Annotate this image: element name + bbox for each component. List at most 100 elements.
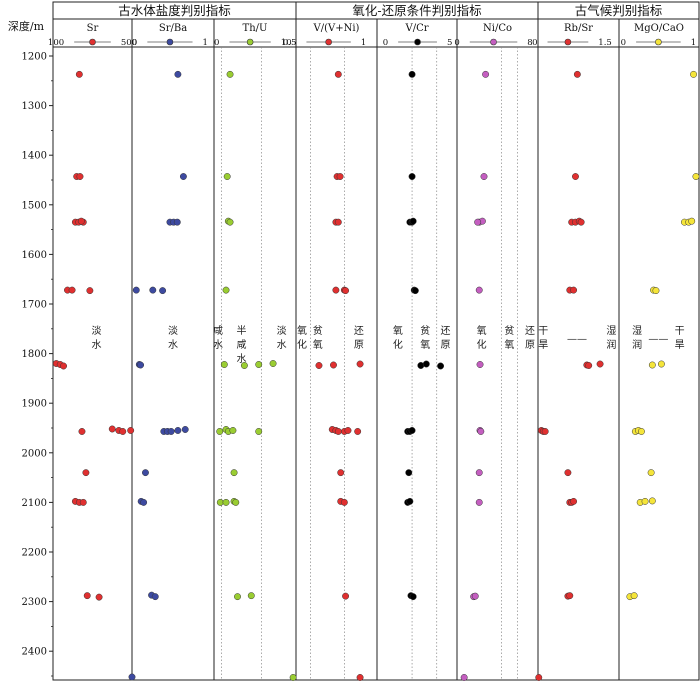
- zone-label-line: 化: [393, 338, 403, 351]
- zone-label: ——: [648, 334, 668, 345]
- data-point: [336, 173, 344, 180]
- data-point: [220, 361, 228, 368]
- zone-label-line: 还: [525, 325, 535, 337]
- zone-label-line: 水: [213, 339, 223, 351]
- zone-label-line: 水: [277, 339, 287, 351]
- data-point: [641, 497, 649, 505]
- column-title: V/Cr: [404, 23, 428, 34]
- data-point: [255, 428, 263, 435]
- zone-label-line: 原: [354, 339, 364, 351]
- data-point: [167, 428, 175, 435]
- data-point: [585, 362, 593, 369]
- data-point: [151, 593, 159, 601]
- scale-max-label: 1: [691, 38, 696, 48]
- data-point: [82, 469, 90, 477]
- data-point: [159, 287, 167, 295]
- data-point: [630, 592, 638, 600]
- data-point: [657, 360, 665, 368]
- zone-label-line: 淡: [91, 325, 101, 337]
- zone-label-line: 润: [606, 338, 616, 351]
- data-point: [174, 427, 182, 434]
- depth-tick-label: 1500: [22, 200, 47, 211]
- data-point: [95, 593, 103, 601]
- zone-label: ——: [567, 334, 587, 345]
- zone-label-line: 氧: [297, 324, 307, 337]
- zone-label-line: 半: [237, 324, 247, 337]
- scale-min-label: 0.5: [283, 38, 297, 48]
- zone-label-line: 原: [440, 339, 450, 351]
- data-point: [315, 362, 323, 369]
- data-point: [637, 428, 645, 435]
- scale-min-label: 0: [532, 38, 537, 48]
- data-points: [52, 70, 700, 681]
- zone-label-line: 淡: [277, 325, 287, 337]
- scale-max-label: 1: [361, 38, 366, 48]
- data-point: [75, 70, 83, 78]
- depth-tick-label: 1600: [22, 250, 47, 261]
- data-point: [181, 426, 189, 433]
- data-point: [409, 593, 417, 601]
- zone-label-line: 氧: [477, 324, 487, 337]
- data-point: [337, 469, 345, 477]
- data-point: [255, 361, 263, 368]
- zone-label: 贫氧: [504, 324, 514, 351]
- group-title: 古气候判别指标: [575, 3, 663, 18]
- data-point: [572, 173, 579, 180]
- zone-label-line: 原: [525, 339, 535, 351]
- data-point: [648, 497, 656, 505]
- data-point: [340, 498, 348, 506]
- zone-label: 淡水: [277, 325, 287, 351]
- zone-label-line: 咸: [237, 339, 247, 351]
- zone-label-line: 干: [538, 326, 548, 337]
- depth-tick-label: 1200: [22, 52, 47, 63]
- chart-frame: [49, 1, 700, 681]
- zone-label-line: 润: [632, 338, 642, 351]
- zone-label-line: 干: [675, 326, 685, 337]
- data-point: [474, 218, 482, 226]
- scale-legend-marker: [655, 38, 662, 46]
- data-point: [179, 173, 187, 180]
- scale-legend-marker: [89, 38, 96, 46]
- data-point: [475, 286, 483, 294]
- zone-label: 贫氧: [313, 324, 323, 351]
- chart-labels: 深度/m120013001400150016001700180019002000…: [8, 3, 696, 658]
- data-point: [79, 498, 87, 506]
- data-point: [229, 427, 237, 434]
- data-point: [240, 362, 248, 369]
- data-point: [344, 427, 352, 434]
- data-point: [535, 674, 543, 681]
- zone-label-line: 氧: [420, 338, 430, 351]
- data-point: [437, 362, 445, 370]
- data-point: [692, 173, 700, 180]
- data-point: [334, 70, 342, 78]
- depth-tick-label: 1700: [22, 300, 47, 311]
- data-point: [334, 428, 342, 435]
- data-point: [289, 674, 297, 681]
- data-point: [223, 173, 231, 180]
- data-point: [356, 360, 364, 368]
- data-point: [247, 592, 255, 600]
- column-title: Sr/Ba: [159, 23, 187, 34]
- data-point: [342, 592, 350, 600]
- data-point: [137, 361, 145, 369]
- data-point: [334, 218, 342, 226]
- zone-label: 贫氧: [420, 324, 430, 351]
- zone-label: 咸水: [213, 325, 223, 351]
- data-point: [68, 286, 76, 294]
- zone-label: 淡水: [91, 325, 101, 351]
- data-point: [408, 173, 416, 180]
- scale-min-label: 0: [132, 38, 137, 48]
- zone-label-line: 贫: [504, 324, 514, 337]
- column-title: Rb/Sr: [564, 23, 593, 34]
- zone-label-line: 氧: [313, 338, 323, 351]
- zone-label-line: 氧: [504, 338, 514, 351]
- data-point: [232, 498, 240, 506]
- zone-label: 淡水: [168, 325, 178, 351]
- zone-label: 半咸水: [237, 324, 247, 365]
- depth-tick-label: 1900: [22, 399, 47, 410]
- data-point: [108, 425, 116, 433]
- data-point: [476, 361, 484, 368]
- depth-tick-label: 2000: [22, 448, 47, 459]
- depth-axis-label: 深度/m: [8, 19, 45, 33]
